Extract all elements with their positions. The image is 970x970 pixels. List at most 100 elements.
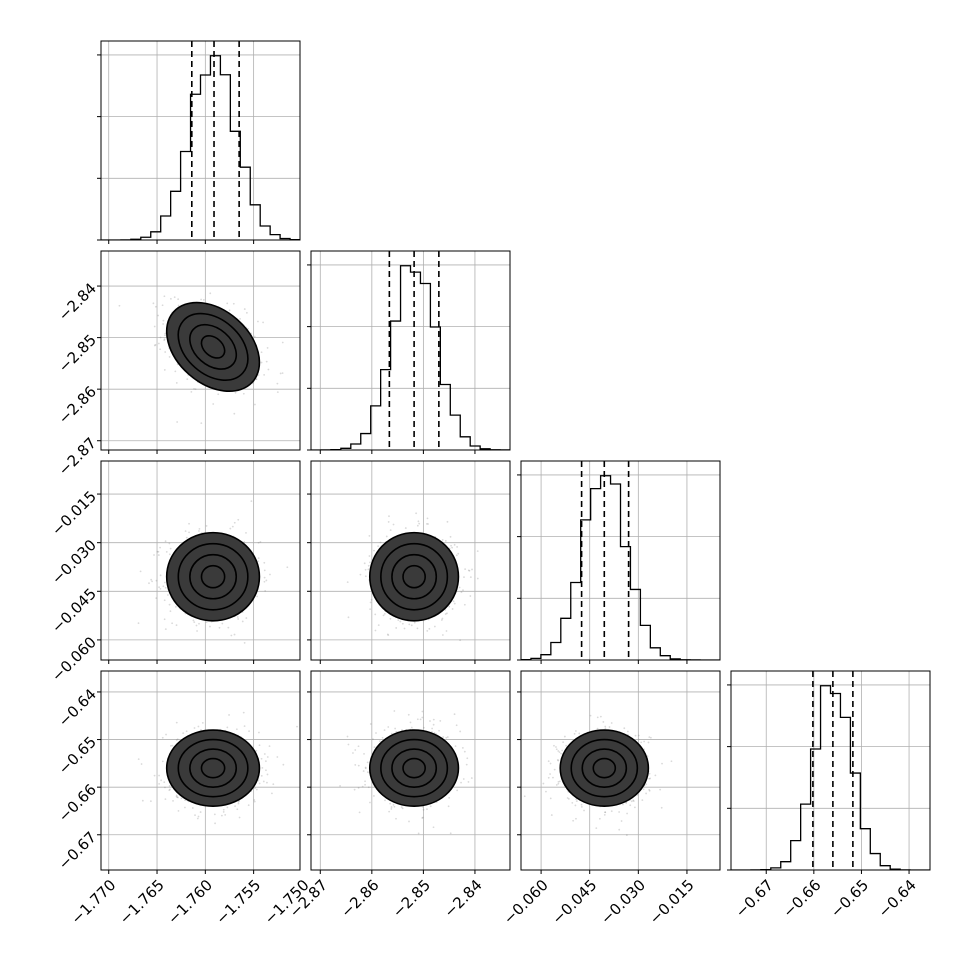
sample-point (224, 814, 227, 816)
sample-point (175, 795, 178, 798)
sample-point (245, 311, 248, 314)
sample-point (466, 757, 469, 760)
sample-point (379, 740, 381, 743)
sample-point (168, 356, 171, 358)
density-panel-1-0 (97, 250, 301, 454)
sample-point (176, 738, 179, 741)
sample-point (604, 727, 607, 730)
x-tick-label: −2.84 (440, 876, 485, 921)
sample-point (555, 748, 558, 751)
sample-point (389, 617, 392, 620)
sample-point (438, 729, 440, 732)
sample-point (258, 744, 261, 747)
sample-point (232, 302, 235, 305)
sample-point (566, 797, 569, 799)
sample-point (352, 752, 354, 754)
sample-point (451, 546, 453, 549)
panel-frame (100, 250, 301, 451)
sample-point (153, 325, 156, 328)
sample-point (260, 774, 263, 777)
panel-frame (100, 40, 301, 241)
sample-point (547, 776, 550, 779)
histogram-panel-1 (307, 250, 511, 454)
sample-point (580, 806, 583, 808)
sample-point (602, 721, 605, 723)
sample-point (169, 547, 172, 550)
sample-point (281, 341, 284, 344)
sample-point (222, 808, 225, 811)
sample-point (447, 805, 450, 808)
panel-frame (100, 460, 301, 661)
sample-point (381, 736, 384, 739)
sample-point (255, 788, 258, 791)
sample-point (241, 620, 244, 623)
sample-point (141, 799, 144, 802)
sample-point (234, 391, 237, 394)
density-fill-3 (369, 730, 459, 807)
sample-point (226, 806, 229, 809)
sample-point (205, 621, 208, 624)
sample-point (161, 304, 164, 307)
sample-point (387, 634, 390, 636)
sample-point (221, 622, 224, 625)
sample-point (205, 525, 208, 527)
sample-point (159, 574, 162, 577)
sample-point (363, 562, 366, 565)
sample-point (233, 633, 236, 636)
sample-point (647, 741, 650, 744)
sample-point (441, 538, 444, 541)
sample-point (431, 727, 434, 730)
contour-line-3 (368, 729, 460, 808)
sample-point (265, 360, 268, 363)
sample-point (418, 522, 421, 525)
sample-point (426, 517, 429, 520)
sample-point (399, 620, 402, 623)
sample-point (450, 544, 452, 547)
sample-point (164, 334, 166, 337)
sample-point (158, 774, 160, 777)
sample-point (163, 339, 166, 342)
x-tick-label: −0.045 (548, 876, 600, 928)
sample-point (228, 714, 230, 716)
sample-point (262, 780, 265, 783)
sample-point (222, 811, 225, 813)
sample-point (452, 600, 455, 603)
contour-line-2 (177, 738, 249, 798)
sample-point (177, 304, 180, 307)
sample-point (552, 776, 554, 779)
sample-point (255, 749, 258, 752)
density-panel-3-1 (307, 670, 511, 874)
sample-point (393, 710, 396, 712)
histogram-steps (311, 265, 510, 450)
sample-point (346, 735, 349, 738)
y-tick-label: −0.030 (48, 536, 100, 588)
sample-point (572, 819, 575, 822)
sample-point (374, 629, 377, 632)
sample-point (263, 576, 266, 579)
sample-point (545, 790, 547, 793)
sample-point (220, 814, 223, 817)
sample-point (258, 731, 260, 734)
sample-point (453, 543, 456, 546)
y-tick-label: −2.85 (55, 331, 100, 376)
sample-point (196, 817, 199, 820)
sample-point (426, 808, 428, 811)
sample-point (197, 815, 200, 818)
contour-line-1 (581, 748, 628, 788)
sample-point (610, 722, 613, 724)
sample-point (461, 747, 464, 749)
sample-point (561, 749, 564, 752)
sample-point (357, 745, 360, 748)
sample-point (196, 630, 198, 632)
sample-point (257, 541, 260, 544)
sample-point (458, 586, 461, 589)
sample-point (236, 808, 239, 811)
sample-point (637, 738, 640, 741)
sample-point (230, 634, 233, 637)
sample-point (369, 608, 372, 611)
sample-point (476, 577, 479, 580)
sample-point (263, 374, 266, 376)
panel-frame (310, 670, 511, 871)
sample-point (237, 800, 240, 803)
sample-point (354, 749, 357, 751)
